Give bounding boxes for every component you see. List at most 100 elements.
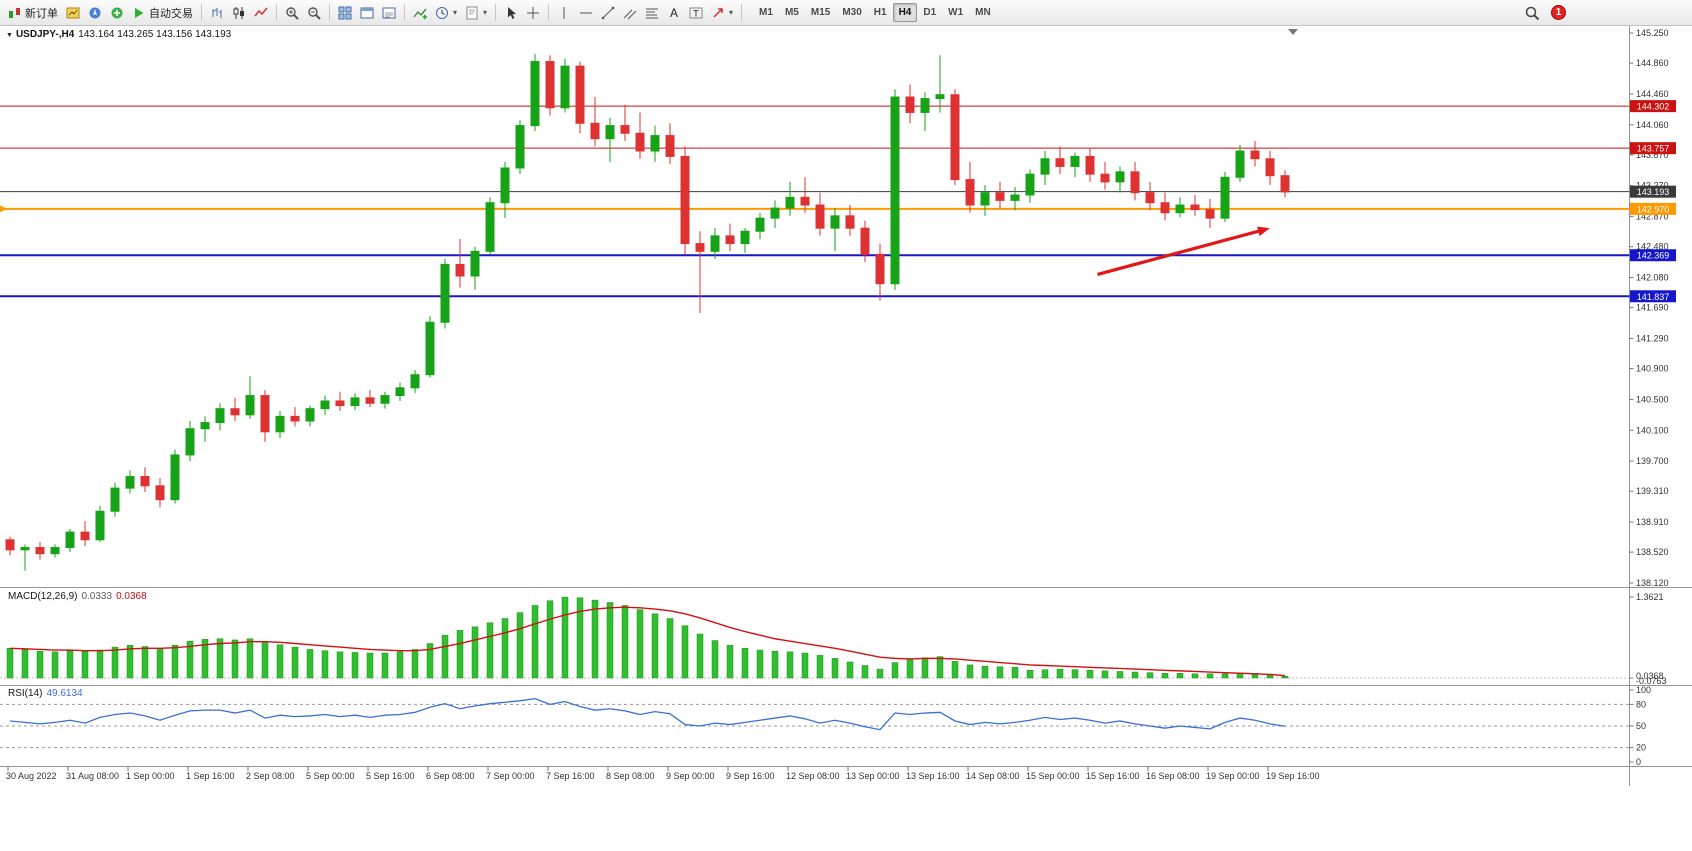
timeframe-mn-button[interactable]: MN: [975, 7, 991, 18]
candle: [290, 415, 300, 422]
navigator-button[interactable]: [84, 2, 106, 23]
indicators-button[interactable]: [409, 2, 431, 23]
text-label-button[interactable]: T: [685, 2, 707, 23]
new-order-button[interactable]: 新订单: [4, 2, 62, 23]
macd-histogram-bar: [621, 605, 629, 679]
toolbar-separator: [329, 4, 330, 21]
macd-histogram-bar: [966, 664, 974, 679]
search-button[interactable]: [1521, 2, 1543, 23]
macd-histogram-bar: [81, 650, 89, 679]
dropdown-caret-icon[interactable]: ▾: [453, 8, 458, 17]
data-window-icon: [360, 6, 374, 20]
trend-arrow-head[interactable]: [1257, 226, 1270, 236]
macd-histogram-bar: [1041, 669, 1049, 679]
macd-histogram-bar: [306, 649, 314, 679]
candle: [500, 167, 510, 204]
trend-arrow-annotation[interactable]: [1097, 228, 1265, 276]
candle: [680, 155, 690, 245]
macd-histogram-bar: [846, 661, 854, 679]
candlestick-chart-button[interactable]: [228, 2, 250, 23]
auto-trading-icon: [132, 6, 146, 20]
pivot-line-orange-left-marker: [0, 205, 7, 213]
chart-shift-marker[interactable]: [1288, 29, 1298, 35]
trendline-button[interactable]: [597, 2, 619, 23]
price-axis-label: 144.060: [1636, 120, 1669, 130]
macd-histogram-bar: [831, 658, 839, 679]
fibo-icon: [645, 6, 659, 20]
timeframe-m15-button[interactable]: M15: [810, 7, 831, 18]
timeframe-d1-button[interactable]: D1: [923, 7, 937, 18]
market-watch-button[interactable]: [62, 2, 84, 23]
timeframe-h1-button[interactable]: H1: [873, 7, 887, 18]
dropdown-caret-icon[interactable]: ▾: [729, 8, 734, 17]
toolbar-right-area: 1: [1521, 2, 1566, 23]
candle: [1085, 155, 1095, 175]
timeframe-m5-button[interactable]: M5: [784, 7, 799, 18]
date-axis-label: 14 Sep 08:00: [966, 771, 1020, 781]
chart-list-button[interactable]: [378, 2, 400, 23]
timeframe-w1-button[interactable]: W1: [948, 7, 964, 18]
fibonacci-button[interactable]: [641, 2, 663, 23]
bar-chart-button[interactable]: [206, 2, 228, 23]
notification-badge[interactable]: 1: [1551, 5, 1566, 20]
macd-histogram-bar: [756, 649, 764, 679]
date-axis-label: 19 Sep 16:00: [1266, 771, 1320, 781]
equidistant-channel-button[interactable]: [619, 2, 641, 23]
periods-button[interactable]: ▾: [431, 2, 461, 23]
cursor-button[interactable]: [500, 2, 522, 23]
timeframe-m1-button[interactable]: M1: [759, 7, 773, 18]
macd-histogram-bar: [1026, 670, 1034, 679]
dropdown-caret-icon[interactable]: ▾: [483, 8, 488, 17]
date-axis-label: 8 Sep 08:00: [606, 771, 655, 781]
price-axis-label: 142.870: [1636, 212, 1669, 222]
date-axis-label: 7 Sep 16:00: [546, 771, 595, 781]
horizontal-line-button[interactable]: [575, 2, 597, 23]
new-order-button-label: 新订单: [25, 7, 58, 20]
macd-histogram-bar: [201, 639, 209, 679]
zoom-in-button[interactable]: [281, 2, 303, 23]
terminal-button[interactable]: [106, 2, 128, 23]
candle: [755, 217, 765, 232]
price-axis-label: 142.480: [1636, 242, 1669, 252]
candle: [1220, 176, 1230, 219]
candle: [695, 243, 705, 252]
vertical-line-button[interactable]: [553, 2, 575, 23]
date-axis-label: 1 Sep 16:00: [186, 771, 235, 781]
candle: [440, 263, 450, 323]
tile-windows-button[interactable]: [334, 2, 356, 23]
text-button[interactable]: A: [663, 2, 685, 23]
arrows-button[interactable]: ▾: [707, 2, 737, 23]
macd-histogram-bar: [66, 650, 74, 679]
timeframe-h4-button[interactable]: H4: [892, 3, 918, 22]
symbol-dropdown-icon[interactable]: ▼: [6, 32, 13, 39]
candle: [635, 132, 645, 152]
price-axis-label: 138.520: [1636, 547, 1669, 557]
zoom-out-button[interactable]: [303, 2, 325, 23]
data-window-button[interactable]: [356, 2, 378, 23]
candle: [170, 454, 180, 501]
crosshair-button[interactable]: [522, 2, 544, 23]
price-axis-label: 138.910: [1636, 517, 1669, 527]
macd-histogram-bar: [96, 649, 104, 679]
label-icon: T: [689, 6, 703, 20]
timeframe-toolbar: M1 M5 M15 M30 H1 H4 D1 W1 MN: [753, 3, 997, 22]
candle: [470, 250, 480, 277]
auto-trading-button[interactable]: 自动交易: [128, 2, 197, 23]
timeframe-m30-button[interactable]: M30: [842, 7, 862, 18]
price-axis-label: 140.100: [1636, 425, 1669, 435]
macd-histogram-bar: [426, 643, 434, 679]
date-axis-label: 12 Sep 08:00: [786, 771, 840, 781]
terminal-icon: [110, 6, 124, 20]
macd-histogram-bar: [561, 596, 569, 679]
price-axis-label: 139.310: [1636, 486, 1669, 496]
candle: [1100, 173, 1110, 183]
candle: [1070, 155, 1080, 167]
date-axis-label: 6 Sep 08:00: [426, 771, 475, 781]
templates-button[interactable]: ▾: [461, 2, 491, 23]
line-chart-button[interactable]: [250, 2, 272, 23]
macd-histogram-bar: [1056, 668, 1064, 679]
candle: [875, 253, 885, 285]
candle: [770, 207, 780, 219]
candle: [905, 96, 915, 113]
